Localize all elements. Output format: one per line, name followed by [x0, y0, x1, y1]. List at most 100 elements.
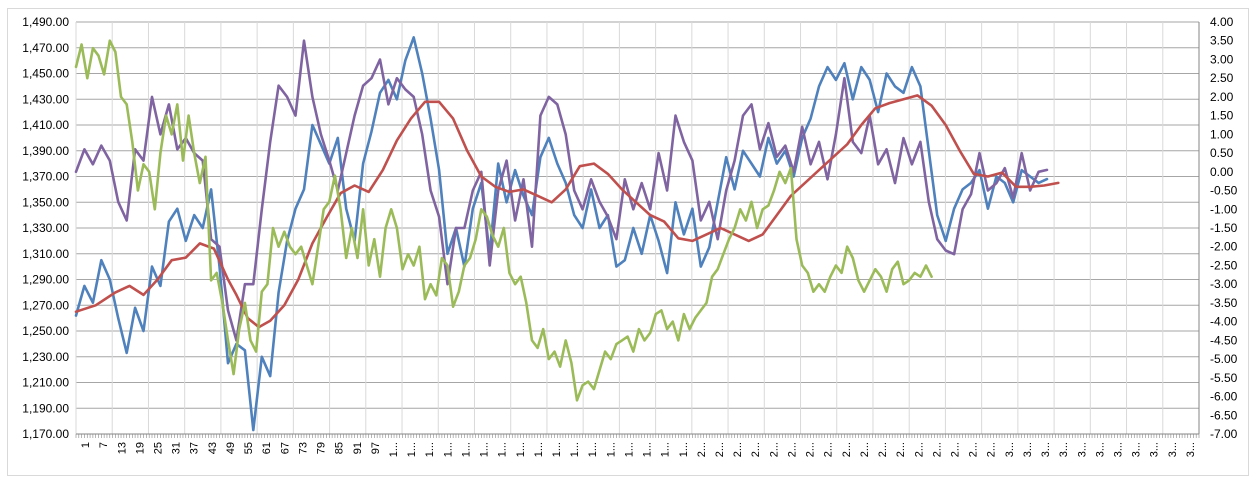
left-axis-tick-label: 1,350.00 — [22, 195, 69, 209]
x-axis-tick-label: 1... — [551, 442, 563, 457]
x-axis-tick-label: 3... — [1058, 442, 1070, 457]
x-axis-tick-label: 3... — [1040, 442, 1052, 457]
x-axis-tick-label: 2... — [895, 442, 907, 457]
right-axis-tick-label: -5.00 — [1210, 352, 1238, 366]
x-axis-tick-label: 3... — [1094, 442, 1106, 457]
right-axis-tick-labels: -7.00 -6.50 -6.00 -5.50 -5.00 -4.50 -4.00 -3.50… — [1198, 15, 1238, 441]
chart-border — [7, 8, 1249, 476]
right-axis-tick-label: 3.00 — [1210, 52, 1234, 66]
right-axis-tick-label: -2.00 — [1210, 240, 1238, 254]
x-axis-tick-label: 1 — [80, 442, 92, 448]
series-line-4 — [74, 39, 933, 402]
left-axis-tick-label: 1,170.00 — [22, 427, 69, 441]
left-axis-tick-label: 1,390.00 — [22, 144, 69, 158]
x-axis-tick-label: 2... — [823, 442, 835, 457]
left-axis-tick-label: 1,450.00 — [22, 67, 69, 81]
x-axis-tick-label: 2... — [805, 442, 817, 457]
left-axis-tick-label: 1,410.00 — [22, 118, 69, 132]
x-axis-tick-label: 2... — [968, 442, 980, 457]
left-axis-tick-label: 1,230.00 — [22, 350, 69, 364]
x-axis-tick-label: 2... — [786, 442, 798, 457]
x-axis-tick-label: 73 — [297, 442, 309, 454]
x-axis-tick-label: 79 — [316, 442, 328, 454]
right-axis-tick-label: 0.50 — [1210, 146, 1234, 160]
left-axis-tick-label: 1,490.00 — [22, 15, 69, 29]
left-axis-tick-label: 1,370.00 — [22, 170, 69, 184]
right-axis-tick-label: -3.00 — [1210, 277, 1238, 291]
right-axis-tick-label: 0.00 — [1210, 165, 1234, 179]
x-axis-tick-label: 1... — [388, 442, 400, 457]
x-axis-tick-label: 2... — [768, 442, 780, 457]
right-axis-tick-label: 4.00 — [1210, 15, 1234, 29]
left-axis-tick-label: 1,190.00 — [22, 401, 69, 415]
x-axis-tick-label: 1... — [406, 442, 418, 457]
left-axis-tick-label: 1,470.00 — [22, 41, 69, 55]
right-axis-tick-label: -4.50 — [1210, 333, 1238, 347]
x-axis-tick-label: 2... — [714, 442, 726, 457]
right-axis-tick-label: -1.50 — [1210, 221, 1238, 235]
x-axis-tick-label: 67 — [279, 442, 291, 454]
left-axis-tick-labels: 1,170.00 1,190.00 1,210.00 1,230.00 1,250.00… — [22, 15, 69, 441]
x-axis-tick-label: 1... — [479, 442, 491, 457]
x-axis-tick-label: 1... — [569, 442, 581, 457]
x-axis-tick-label: 85 — [334, 442, 346, 454]
left-axis-tick-label: 1,210.00 — [22, 376, 69, 390]
x-axis-tick-label: 3... — [1112, 442, 1124, 457]
x-axis-tick-label: 1... — [497, 442, 509, 457]
x-axis-tick-label: 37 — [189, 442, 201, 454]
x-axis-tick-label: 1... — [623, 442, 635, 457]
x-axis-tick-label: 3... — [1076, 442, 1088, 457]
right-axis-tick-label: -6.50 — [1210, 408, 1238, 422]
x-axis-tick-label: 1... — [424, 442, 436, 457]
x-axis-tick-label: 1... — [605, 442, 617, 457]
right-axis-tick-label: -3.50 — [1210, 296, 1238, 310]
left-axis-tick-label: 1,250.00 — [22, 324, 69, 338]
x-axis-tick-label: 19 — [134, 442, 146, 454]
right-axis-tick-label: -7.00 — [1210, 427, 1238, 441]
left-axis-tick-label: 1,290.00 — [22, 273, 69, 287]
x-axis-tick-label: 2... — [859, 442, 871, 457]
x-axis-tick-label: 2... — [931, 442, 943, 457]
x-axis-tick-label: 2... — [732, 442, 744, 457]
x-axis-tick-label: 3... — [1149, 442, 1161, 457]
x-axis-tick-label: 55 — [243, 442, 255, 454]
x-axis-tick-label: 1... — [587, 442, 599, 457]
right-axis-tick-label: 1.50 — [1210, 109, 1234, 123]
x-axis-tick-label: 1... — [660, 442, 672, 457]
x-axis-tick-label: 43 — [207, 442, 219, 454]
right-axis-tick-label: 3.50 — [1210, 34, 1234, 48]
x-axis-tick-label: 97 — [370, 442, 382, 454]
right-axis-tick-label: 1.00 — [1210, 127, 1234, 141]
right-axis-tick-label: -1.00 — [1210, 202, 1238, 216]
x-axis-tick-label: 2... — [696, 442, 708, 457]
x-axis-tick-label: 2... — [986, 442, 998, 457]
x-axis-tick-label: 2... — [877, 442, 889, 457]
x-axis-tick-label: 2... — [750, 442, 762, 457]
x-axis-tick-label: 1... — [678, 442, 690, 457]
x-axis-tick-label: 1... — [642, 442, 654, 457]
right-axis-tick-label: 2.50 — [1210, 71, 1234, 85]
x-axis-tick-label: 1... — [515, 442, 527, 457]
x-axis-tick-label: 1... — [460, 442, 472, 457]
x-axis-tick-label: 3... — [1167, 442, 1179, 457]
x-axis: 1 7 13 19 25 31 37 43 49 55 61 67 73 79 85 91 97 1... 1...… — [75, 433, 1200, 457]
left-axis-tick-label: 1,330.00 — [22, 221, 69, 235]
right-axis-tick-label: -5.50 — [1210, 371, 1238, 385]
x-axis-tick-label: 1... — [533, 442, 545, 457]
x-axis-tick-label: 91 — [352, 442, 364, 454]
x-axis-tick-label: 49 — [225, 442, 237, 454]
x-axis-tick-label: 2... — [913, 442, 925, 457]
left-axis-tick-label: 1,430.00 — [22, 92, 69, 106]
x-axis-tick-label: 1... — [442, 442, 454, 457]
left-axis-tick-label: 1,270.00 — [22, 298, 69, 312]
right-axis-tick-label: -6.00 — [1210, 390, 1238, 404]
right-axis-tick-label: -2.50 — [1210, 258, 1238, 272]
x-axis-tick-label: 31 — [171, 442, 183, 454]
right-axis-tick-label: -0.50 — [1210, 184, 1238, 198]
x-axis-tick-label: 2... — [949, 442, 961, 457]
x-axis-tick-label: 3... — [1022, 442, 1034, 457]
gridlines — [75, 21, 1200, 435]
series-layer — [74, 36, 1060, 432]
